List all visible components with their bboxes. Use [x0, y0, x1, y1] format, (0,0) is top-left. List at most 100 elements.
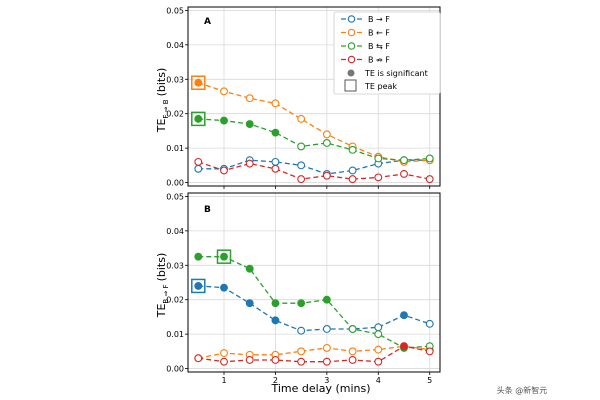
plot-frame	[187, 192, 441, 373]
data-point	[220, 357, 228, 366]
data-point	[400, 156, 408, 165]
data-point	[245, 264, 254, 273]
series-line	[198, 345, 430, 359]
x-tick-label: 4	[376, 376, 381, 385]
data-point	[245, 94, 254, 103]
series-line	[198, 118, 430, 161]
data-point	[425, 347, 434, 356]
data-point	[271, 356, 280, 364]
data-point	[322, 357, 331, 366]
data-point	[425, 175, 434, 184]
legend: B → F B ← F B ⇆ F B ⇏ F TE is significant T…	[333, 11, 441, 95]
plot-frame	[187, 6, 441, 187]
series-line	[198, 256, 430, 349]
y-tick-label: 0.03	[166, 75, 184, 84]
panel-a-ylabel: TEF ⇒ B(bits)	[155, 68, 170, 134]
legend-significant-marker	[347, 69, 355, 77]
series-3	[194, 157, 434, 184]
data-point	[374, 330, 383, 339]
series-3	[194, 342, 434, 366]
data-point	[322, 171, 331, 180]
y-tick-label: 0.02	[166, 110, 184, 119]
panel-b: 0.00 0.01 0.02 0.03 0.04 0.05 1 2 3 4 5	[166, 192, 441, 385]
data-point	[348, 145, 357, 154]
data-point	[297, 175, 306, 184]
x-tick-label: 5	[427, 376, 432, 385]
data-point	[194, 164, 203, 173]
x-tick-label: 2	[273, 376, 278, 385]
legend-marker	[347, 28, 356, 37]
data-point	[374, 345, 383, 354]
data-point	[194, 114, 203, 123]
y-tick-label: 0.00	[166, 179, 184, 188]
data-point	[245, 356, 254, 364]
legend-marker	[347, 42, 356, 50]
panel-a-letter: A	[204, 17, 211, 27]
data-point	[194, 157, 203, 166]
data-point	[245, 159, 254, 168]
legend-entries: B → F B ← F B ⇆ F B ⇏ F	[341, 15, 390, 65]
data-point	[271, 157, 280, 166]
data-point	[322, 139, 331, 147]
y-tick-label: 0.05	[166, 6, 184, 15]
data-point	[271, 299, 280, 308]
data-point	[220, 166, 228, 175]
y-tick-label: 0.01	[166, 330, 184, 339]
data-point	[425, 154, 434, 163]
peak-marker	[191, 111, 206, 127]
series-line	[198, 159, 430, 175]
legend-series-label: B → F	[368, 15, 390, 24]
data-point	[322, 130, 331, 139]
series-2	[194, 114, 434, 165]
data-point	[220, 116, 228, 125]
y-tick-label: 0.05	[166, 192, 184, 201]
data-point	[374, 357, 383, 366]
data-point	[374, 154, 383, 163]
data-point	[194, 78, 203, 87]
data-point	[348, 175, 357, 184]
legend-series-label: B ⇏ F	[368, 56, 390, 65]
data-point	[271, 128, 280, 137]
data-point	[297, 114, 306, 123]
series-0	[194, 281, 434, 335]
x-tick-label: 3	[324, 376, 329, 385]
legend-significant-label: TE is significant	[364, 69, 428, 78]
data-point	[245, 299, 254, 308]
data-point	[374, 173, 383, 182]
data-point	[425, 319, 434, 328]
data-point	[297, 142, 306, 151]
x-tick-label: 1	[221, 376, 226, 385]
data-point	[322, 325, 331, 333]
data-point	[194, 281, 203, 290]
panel-b-ylabel: TEB ⇒ F(bits)	[155, 253, 170, 319]
panel-b-letter: B	[204, 205, 211, 215]
data-point	[194, 252, 203, 261]
legend-series-label: B ← F	[368, 29, 390, 38]
grid	[188, 193, 440, 372]
series-line	[198, 345, 430, 363]
data-point	[348, 166, 357, 175]
data-point	[400, 342, 408, 351]
data-point	[271, 164, 280, 173]
panel-a: 0.00 0.01 0.02 0.03 0.04 0.05	[166, 6, 441, 189]
data-point	[322, 295, 331, 304]
data-point	[348, 325, 357, 333]
data-point	[271, 316, 280, 325]
y-tick-label: 0.04	[166, 227, 184, 236]
y-tick-label: 0.01	[166, 144, 184, 153]
series-line	[198, 285, 430, 332]
data-point	[220, 349, 228, 358]
peak-marker	[191, 75, 206, 90]
data-point	[297, 347, 306, 356]
legend-marker	[347, 55, 356, 64]
data-point	[400, 170, 408, 178]
data-point	[297, 299, 306, 308]
data-point	[220, 252, 228, 261]
series-2	[194, 252, 434, 352]
data-point	[374, 323, 383, 332]
data-point	[297, 357, 306, 366]
y-tick-label: 0.02	[166, 296, 184, 305]
data-point	[220, 283, 228, 292]
data-point	[271, 99, 280, 108]
